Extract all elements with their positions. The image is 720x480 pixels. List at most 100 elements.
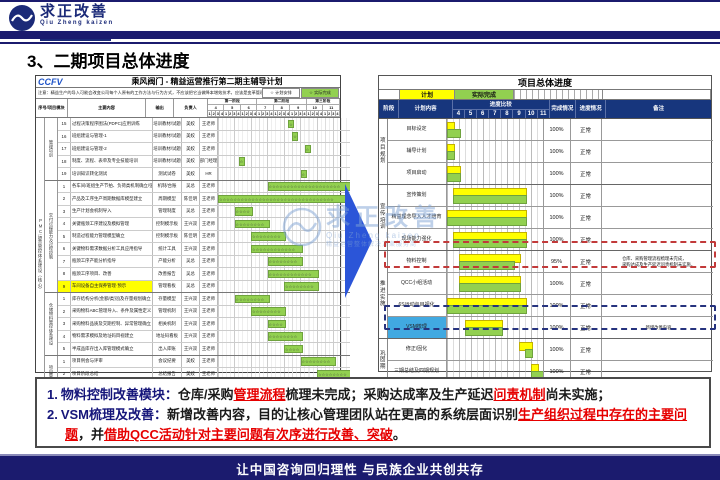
row-output: 统计工具 — [153, 243, 182, 255]
stage-cell: 巩固期 — [379, 339, 388, 382]
month-header: 4 — [453, 109, 465, 118]
actual-bar: ☆ — [300, 169, 307, 178]
brand-name: 求正改善 — [40, 3, 109, 20]
stage-group: 巩固期 修正/固化 100% 正常 三期总结及四期规划 100% 正常 — [379, 339, 713, 382]
row-output: 管理看板 — [153, 280, 182, 292]
progress-row: 项目启动 100% 正常 — [388, 163, 713, 184]
row-gantt-track: ☆☆☆☆☆☆☆☆ — [218, 330, 350, 342]
actual-bar: ☆☆☆☆☆☆☆☆☆☆☆☆ — [267, 269, 319, 278]
row-content: 各车间/班组生产节拍、负荷类机制确立/强化 — [71, 180, 153, 192]
row-output: 管理机制 — [153, 305, 182, 317]
month-header: 10 — [306, 105, 324, 111]
remark-cell: 新增改善内容 — [645, 324, 672, 330]
week-header: 3 — [298, 111, 303, 117]
row-owner-1: 王兴双 — [182, 343, 200, 355]
row-owner-2: 王老师 — [200, 230, 218, 242]
summary-number: 2. — [47, 407, 58, 423]
actual-bar: ☆☆☆☆ — [234, 207, 253, 216]
plan-content-cell: 目标设定 — [388, 119, 447, 140]
actual-bar: ☆☆☆☆☆☆☆☆ — [300, 357, 336, 366]
actual-bar — [524, 349, 533, 358]
row-owner-2: 王老师 — [200, 180, 218, 192]
actual-bar — [446, 217, 527, 226]
gantt-row: 16 班组建设与管理-1 培训教材/试题 美姣 王老师 ☆ — [58, 130, 350, 143]
col-header-owner: 负责人 — [174, 99, 208, 117]
summary-text: 梳理未完成；采购达成率及生产延迟 — [285, 387, 494, 402]
row-owner-1: 吴总 — [182, 268, 200, 280]
gantt-row: 7 瓶颈工序产能分析指导 产能分析 吴总 王老师 ☆☆☆☆☆☆☆☆ — [58, 255, 350, 268]
status-cell: 正常 — [571, 163, 602, 184]
left-gantt-table: CCFV 乘风阀门 - 精益运营推行第二期主辅导计划 注意：精益生产的导入可能会… — [35, 75, 350, 393]
stage-rows: 物料控制 95% 正常 仓库、采购管理流程梳理未完成， 采购达成及生产延迟问责机制未实… — [387, 251, 713, 338]
row-content: 关键物料需求数据分析工具应用指导 — [71, 243, 153, 255]
row-output: 相关机制 — [153, 318, 182, 330]
progress-row: 辅导计划 100% 正常 — [387, 141, 713, 163]
legend-rest — [603, 90, 711, 99]
remark-cell — [602, 273, 713, 294]
actual-bar — [446, 305, 527, 314]
row-owner-2: 王老师 — [200, 330, 218, 342]
progress-row: VSM梳理 100% 正常 新增改善内容 — [387, 317, 713, 338]
row-owner-1: 王兴双 — [182, 293, 200, 305]
progress-row: 目标设定 100% 正常 — [387, 119, 713, 141]
col-header-stage: 阶段 — [379, 100, 400, 118]
right-table-legend: 计划 实际完成 — [379, 90, 711, 100]
progress-gantt-track — [446, 317, 544, 338]
month-header: 5 — [224, 105, 241, 111]
plan-content-cell: 精益理念导入人才培育 — [388, 207, 447, 228]
actual-bar — [446, 151, 455, 160]
week-header: 2 — [294, 111, 299, 117]
summary-label: VSM梳理及改善： — [60, 407, 168, 423]
left-table-note: 注意：精益生产的导入可能会改变公司每个人原有的工作方法与行为方式，不应该把它当做… — [38, 90, 262, 95]
month-header: 4 — [207, 105, 225, 111]
summary-text: 新增改善内容，目的让核心管理团队站在更高的系统层面识别 — [167, 407, 519, 423]
gantt-row: 2 采购物料ABC管理导入、条件及属性定义 管理机制 王兴双 王老师 ☆☆☆☆☆☆☆☆ — [58, 305, 350, 318]
row-content: 班组建设与管理-1 — [71, 130, 153, 142]
remark-cell — [602, 339, 713, 360]
actual-bar: ☆☆☆☆☆☆☆☆ — [284, 282, 319, 291]
completion-cell: 100% — [544, 317, 571, 338]
week-header: 3 — [265, 111, 270, 117]
row-gantt-track: ☆☆☆☆☆☆☆☆☆☆☆☆ — [218, 268, 350, 280]
status-cell: 正常 — [571, 251, 602, 272]
month-header: 5 — [465, 109, 478, 118]
gantt-row: 17 班组建设与管理-2 培训教材/试题 美姣 王老师 ☆ — [58, 143, 350, 156]
row-gantt-track: ☆ — [218, 143, 350, 155]
row-gantt-track: ☆ — [218, 168, 350, 180]
actual-bar: ☆☆☆☆☆☆☆☆☆☆☆☆☆☆☆☆☆☆☆☆ — [267, 182, 350, 191]
top-edge-line — [0, 0, 720, 2]
row-owner-2: 王老师 — [200, 118, 218, 130]
stage-header: 第一阶段 — [207, 99, 258, 105]
stage-group: 宣传培训 宣传策划 100% 正常 精益理念导入人才培育 100% 正常 现场能力强化 100%… — [379, 185, 713, 251]
row-gantt-track: ☆☆☆☆☆☆☆☆☆☆☆☆ — [218, 243, 350, 255]
week-header: 1 — [290, 111, 295, 117]
page-title: 3、二期项目总体进度 — [27, 52, 190, 71]
module-label: 交付过程能力及过程控制 — [45, 180, 58, 292]
month-header: 8 — [273, 105, 291, 111]
week-header: 4 — [220, 111, 225, 117]
week-header: 4 — [286, 111, 291, 117]
row-owner-1: 王兴双 — [182, 318, 200, 330]
remark-cell — [602, 163, 713, 184]
month-header: 10 — [526, 109, 538, 118]
left-table-body: PMC运营管控体系建设（核心） 管理培训 15 过程决策程序图法(PDPC)应用训练培… — [36, 118, 350, 393]
progress-gantt-track — [446, 361, 544, 382]
legend-actual: 实际完成 — [455, 90, 514, 99]
row-output: 出入库账 — [153, 343, 182, 355]
completion-cell: 100% — [544, 361, 571, 382]
row-content: 项目阶段总结 — [71, 368, 153, 380]
row-gantt-track: ☆ — [218, 155, 350, 167]
gantt-row: 8 瓶颈工序项目、改善 改善报告 吴总 王老师 ☆☆☆☆☆☆☆☆☆☆☆☆ — [58, 268, 350, 281]
week-header: 2 — [327, 111, 332, 117]
summary-line: 1. 物料控制改善模块：仓库/采购管理流程梳理未完成；采购达成率及生产延迟问责机制… — [47, 385, 699, 405]
row-output: 存量模型 — [153, 293, 182, 305]
company-logo: 求正改善 Qiu Zheng kaizen 精益运营整体解决方案服务商 — [8, 3, 158, 41]
row-owner-1: 王兴双 — [182, 330, 200, 342]
legend-grid-filler — [514, 90, 603, 99]
col-header-module: 序号/项目模块 — [36, 99, 68, 117]
plan-content-cell: VSM梳理 — [387, 317, 447, 338]
progress-row: 三期总结及四期规划 100% 正常 — [388, 361, 713, 382]
actual-bar — [446, 173, 461, 182]
progress-gantt-track — [446, 185, 544, 206]
actual-bar: ☆☆☆☆☆☆☆☆ — [234, 294, 270, 303]
